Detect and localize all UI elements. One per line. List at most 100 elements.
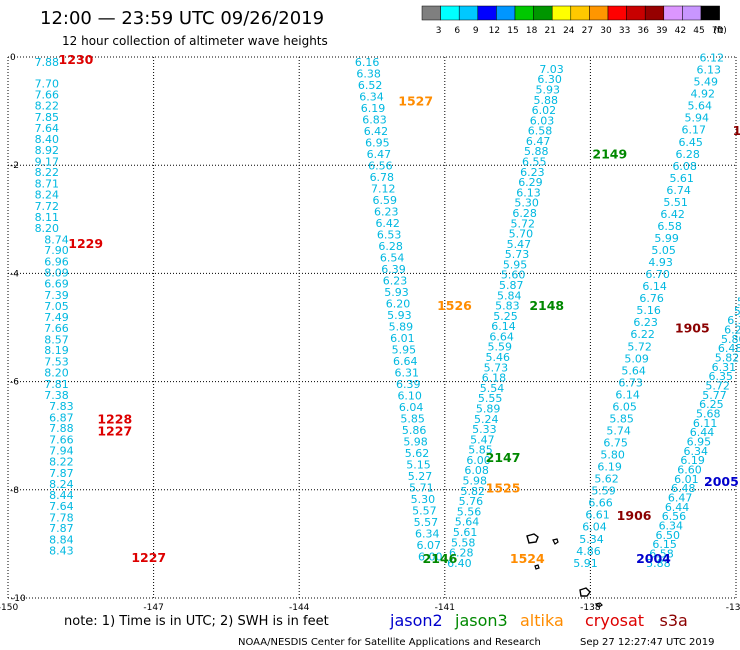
chart-subtitle: 12 hour collection of altimeter wave hei… xyxy=(62,34,328,48)
wave-height-value: 5.85 xyxy=(468,444,493,457)
wave-height-value: 6.47 xyxy=(526,135,551,148)
wave-height-value: 6.55 xyxy=(522,156,547,169)
wave-height-value: 5.58 xyxy=(451,536,476,549)
wave-height-value: 5.47 xyxy=(470,433,495,446)
wave-height-value: 5.30 xyxy=(514,197,539,210)
wave-height-value: 6.42 xyxy=(660,208,685,221)
footer-timestamp: Sep 27 12:27:47 UTC 2019 xyxy=(580,637,714,648)
legend-swatch xyxy=(458,5,479,21)
wave-height-value: 6.74 xyxy=(666,184,691,197)
wave-height-value: 6.40 xyxy=(447,557,472,570)
wave-height-value: 8.22 xyxy=(49,456,74,469)
wave-height-value: 5.88 xyxy=(534,94,559,107)
satellite-name: altika xyxy=(520,611,564,630)
pass-time-label: 1228 xyxy=(97,411,132,426)
wave-height-value: 6.11 xyxy=(693,417,718,430)
wave-height-value: 5.25 xyxy=(493,310,518,323)
wave-height-value: 5.89 xyxy=(389,320,414,333)
legend-swatch xyxy=(514,5,534,21)
legend-label: 42 xyxy=(675,26,686,36)
wave-height-value: 6.78 xyxy=(370,171,395,184)
wave-height-value: 6.25 xyxy=(699,398,724,411)
wave-height-value: 5.51 xyxy=(663,196,688,209)
wave-height-value: 7.64 xyxy=(49,500,74,513)
wave-height-value: 5.98 xyxy=(403,435,428,448)
wave-height-value: 6.31 xyxy=(727,314,740,327)
wave-height-value: 6.30 xyxy=(537,73,562,86)
wave-height-value: 5.84 xyxy=(497,289,522,302)
wave-height-value: 5.80 xyxy=(721,333,740,346)
wave-height-value: 5.73 xyxy=(484,361,509,374)
wave-height-value: 5.57 xyxy=(412,504,437,517)
wave-height-value: 7.53 xyxy=(44,356,69,369)
wave-height-value: 5.27 xyxy=(408,470,433,483)
y-tick-label: 0 xyxy=(10,53,16,63)
wave-height-value: 7.66 xyxy=(35,88,60,101)
wave-height-value: 8.84 xyxy=(49,534,74,547)
wave-height-value: 6.42 xyxy=(375,217,400,230)
wave-height-value: 8.20 xyxy=(44,366,69,379)
wave-height-value: 6.58 xyxy=(649,548,674,561)
wave-height-value: 6.54 xyxy=(380,251,405,264)
legend-label: 45 xyxy=(693,26,704,36)
wave-height-value: 6.95 xyxy=(687,436,712,449)
pass-time-label: 1524 xyxy=(510,551,545,566)
wave-height-value: 6.10 xyxy=(397,389,422,402)
wave-height-value: 7.88 xyxy=(49,422,74,435)
wave-height-value: 6.96 xyxy=(44,255,69,268)
wave-height-value: 5.82 xyxy=(461,485,486,498)
wave-height-value: 5.57 xyxy=(414,516,439,529)
wave-height-value: 5.64 xyxy=(455,516,480,529)
wave-height-value: 5.62 xyxy=(594,473,619,486)
wave-height-value: 5.73 xyxy=(505,248,530,261)
wave-height-value: 7.81 xyxy=(44,378,69,391)
wave-height-value: 7.94 xyxy=(49,444,74,457)
wave-height-value: 6.35 xyxy=(708,370,733,383)
wave-height-value: 6.19 xyxy=(597,461,622,474)
wave-height-value: 8.57 xyxy=(44,333,69,346)
wave-height-value: 6.19 xyxy=(680,454,705,467)
wave-height-value: 6.23 xyxy=(520,166,545,179)
wave-height-value: 5.34 xyxy=(579,533,604,546)
wave-height-value: 6.47 xyxy=(668,492,693,505)
wave-height-value: 6.42 xyxy=(364,125,389,138)
pass-time-label: 1230 xyxy=(59,52,94,67)
wave-height-value: 5.88 xyxy=(524,145,549,158)
wave-height-value: 6.04 xyxy=(582,521,607,534)
wave-height-value: 6.56 xyxy=(662,510,687,523)
pass-time-label: 1229 xyxy=(68,236,103,251)
wave-height-tracks: 7.887.707.668.227.857.648.408.929.178.22… xyxy=(35,52,740,570)
wave-height-value: 5.30 xyxy=(411,493,436,506)
legend-swatch xyxy=(626,5,646,21)
wave-height-value: 5.33 xyxy=(472,423,497,436)
wave-height-value: 5.09 xyxy=(624,352,649,365)
wave-height-value: 5.62 xyxy=(405,447,430,460)
pass-time-label: 1906 xyxy=(617,508,652,523)
wave-height-value: 6.58 xyxy=(657,220,682,233)
wave-height-value: 5.88 xyxy=(646,557,671,570)
wave-height-value: 6.07 xyxy=(417,539,442,552)
wave-height-value: 8.22 xyxy=(35,166,60,179)
wave-height-value: 8.19 xyxy=(44,344,69,357)
wave-height-value: 6.00 xyxy=(466,454,491,467)
legend-label: 27 xyxy=(582,26,593,36)
wave-height-value: 5.59 xyxy=(487,341,512,354)
wave-height-value: 5.99 xyxy=(654,232,679,245)
satellite-name: cryosat xyxy=(585,611,644,630)
x-tick-label: -144 xyxy=(289,603,310,613)
legend-label: 18 xyxy=(526,26,538,36)
wave-height-value: 7.38 xyxy=(44,389,69,402)
legend-unit: (ft) xyxy=(713,26,727,36)
island-shape xyxy=(552,538,559,545)
wave-height-value: 5.95 xyxy=(392,343,417,356)
pass-time-label: 1527 xyxy=(398,93,433,108)
wave-height-value: 7.70 xyxy=(35,78,60,91)
wave-height-value: 6.44 xyxy=(690,426,715,439)
wave-height-value: 8.24 xyxy=(35,188,60,201)
wave-height-value: 6.61 xyxy=(585,509,610,522)
y-tick-label: -6 xyxy=(10,378,19,388)
wave-height-value: 5.85 xyxy=(609,412,634,425)
pass-time-label: 1227 xyxy=(97,423,132,438)
color-legend: 3 6 9 12 15 18 21 24 27 30 33 36 39 42 45 70(ft) xyxy=(421,5,727,36)
